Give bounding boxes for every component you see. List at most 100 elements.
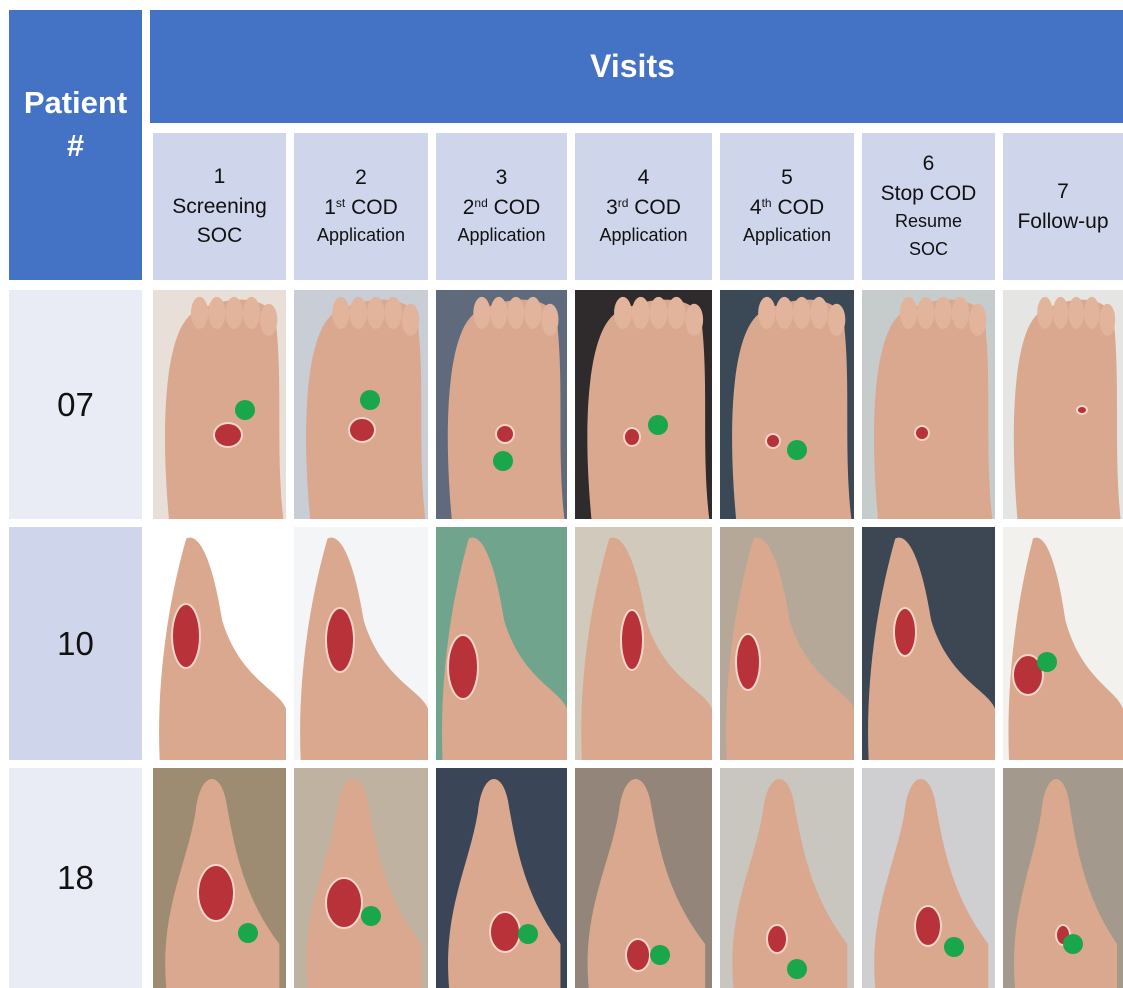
wound-shape bbox=[620, 609, 644, 671]
toe-shape bbox=[541, 303, 559, 336]
patient-id: 18 bbox=[57, 859, 94, 896]
visit-label-line2: Application bbox=[457, 224, 546, 245]
visit-label-line3: SOC bbox=[908, 238, 948, 259]
toe-shape bbox=[208, 296, 226, 329]
wound-shape bbox=[914, 425, 930, 441]
wound-shape bbox=[197, 864, 235, 922]
foot-wound-photo bbox=[294, 290, 428, 519]
wound-shape bbox=[348, 417, 376, 443]
visit-label-line2: Resume bbox=[894, 211, 963, 231]
visit-label-line1: Stop COD bbox=[880, 181, 977, 205]
visit-header-1: 1 Screening SOC bbox=[153, 133, 286, 280]
wound-shape bbox=[625, 938, 651, 972]
toe-shape bbox=[1099, 303, 1116, 336]
toe-shape bbox=[899, 296, 918, 329]
foot-wound-photo bbox=[436, 527, 567, 760]
wound-shape bbox=[735, 633, 761, 691]
foot-wound-photo bbox=[294, 527, 428, 760]
toe-shape bbox=[524, 296, 542, 329]
visit-label-line1: Follow-up bbox=[1017, 209, 1109, 233]
foot-shape bbox=[587, 299, 710, 519]
foot-wound-photo bbox=[720, 290, 854, 519]
wound-shape bbox=[1012, 654, 1044, 696]
toe-shape bbox=[332, 296, 350, 329]
foot-shape bbox=[447, 299, 565, 519]
foot-shape bbox=[164, 299, 284, 519]
patient-column-header: Patient # bbox=[9, 10, 142, 280]
wound-shape bbox=[325, 607, 355, 673]
toe-shape bbox=[1037, 296, 1053, 329]
green-marker-dot bbox=[787, 959, 807, 979]
foot-shape bbox=[300, 537, 428, 760]
visit-label-line2: SOC bbox=[196, 224, 243, 248]
toe-shape bbox=[1052, 296, 1069, 329]
green-marker-dot bbox=[235, 400, 255, 420]
visit-label-line1: 1st COD bbox=[324, 195, 398, 219]
visit-label-line1: 4th COD bbox=[749, 195, 825, 219]
toe-shape bbox=[367, 296, 385, 329]
patient-header-label: Patient bbox=[23, 85, 128, 121]
foot-wound-photo bbox=[575, 527, 712, 760]
visit-header-2: 2 1st COD Application bbox=[294, 133, 428, 280]
toe-shape bbox=[667, 296, 686, 329]
foot-wound-photo bbox=[575, 768, 712, 988]
visit-header-4: 4 3rd COD Application bbox=[575, 133, 712, 280]
toe-shape bbox=[631, 296, 650, 329]
patient-header-hash: # bbox=[66, 128, 85, 163]
foot-shape bbox=[1013, 299, 1121, 519]
visit-header-7: 7 Follow-up bbox=[1003, 133, 1123, 280]
foot-wound-photo bbox=[436, 290, 567, 519]
foot-wound-photo bbox=[153, 527, 286, 760]
patient-id-cell: 18 bbox=[9, 768, 142, 988]
toe-shape bbox=[473, 296, 491, 329]
toe-shape bbox=[934, 296, 952, 329]
toe-shape bbox=[349, 296, 368, 329]
wound-shape bbox=[213, 422, 243, 448]
visit-label-line1: 3rd COD bbox=[606, 195, 681, 219]
patient-id-cell: 07 bbox=[9, 290, 142, 519]
visit-header-5: 5 4th COD Application bbox=[720, 133, 854, 280]
toe-shape bbox=[775, 296, 794, 329]
foot-wound-photo bbox=[575, 290, 712, 519]
toe-shape bbox=[614, 296, 632, 329]
wound-shape bbox=[171, 603, 201, 669]
toe-shape bbox=[810, 296, 828, 329]
green-marker-dot bbox=[944, 937, 964, 957]
wound-shape bbox=[489, 911, 521, 953]
toe-shape bbox=[242, 296, 261, 329]
patient-id: 10 bbox=[57, 624, 94, 662]
foot-wound-photo bbox=[153, 768, 286, 988]
toe-shape bbox=[1068, 296, 1084, 329]
wound-shape bbox=[623, 427, 641, 447]
visit-number: 7 bbox=[1057, 180, 1069, 204]
green-marker-dot bbox=[787, 440, 807, 460]
visit-label-line2: Application bbox=[599, 224, 688, 245]
toe-shape bbox=[827, 303, 846, 336]
visits-header: Visits bbox=[150, 10, 1123, 123]
toe-shape bbox=[1084, 296, 1100, 329]
toe-shape bbox=[758, 296, 776, 329]
toe-shape bbox=[260, 303, 278, 336]
toe-shape bbox=[384, 296, 402, 329]
visit-number: 1 bbox=[213, 165, 226, 189]
visit-label-line1: Screening bbox=[172, 194, 267, 218]
foot-shape bbox=[306, 778, 422, 988]
foot-wound-photo bbox=[720, 527, 854, 760]
visit-header-6: 6 Stop COD Resume SOC bbox=[862, 133, 995, 280]
visit-header-3: 3 2nd COD Application bbox=[436, 133, 567, 280]
visit-label-line1: 2nd COD bbox=[462, 195, 541, 219]
foot-wound-photo bbox=[1003, 768, 1123, 988]
wound-shape bbox=[1076, 405, 1088, 415]
toe-shape bbox=[917, 296, 935, 329]
foot-shape bbox=[732, 299, 852, 519]
toe-shape bbox=[793, 296, 811, 329]
foot-shape bbox=[441, 537, 567, 760]
wound-shape bbox=[447, 634, 479, 700]
wound-shape bbox=[766, 924, 788, 954]
visits-header-label: Visits bbox=[590, 48, 675, 84]
visit-number: 4 bbox=[637, 166, 650, 190]
foot-shape bbox=[874, 778, 989, 988]
foot-shape bbox=[1014, 778, 1117, 988]
wound-shape bbox=[325, 877, 363, 929]
toe-shape bbox=[507, 296, 525, 329]
